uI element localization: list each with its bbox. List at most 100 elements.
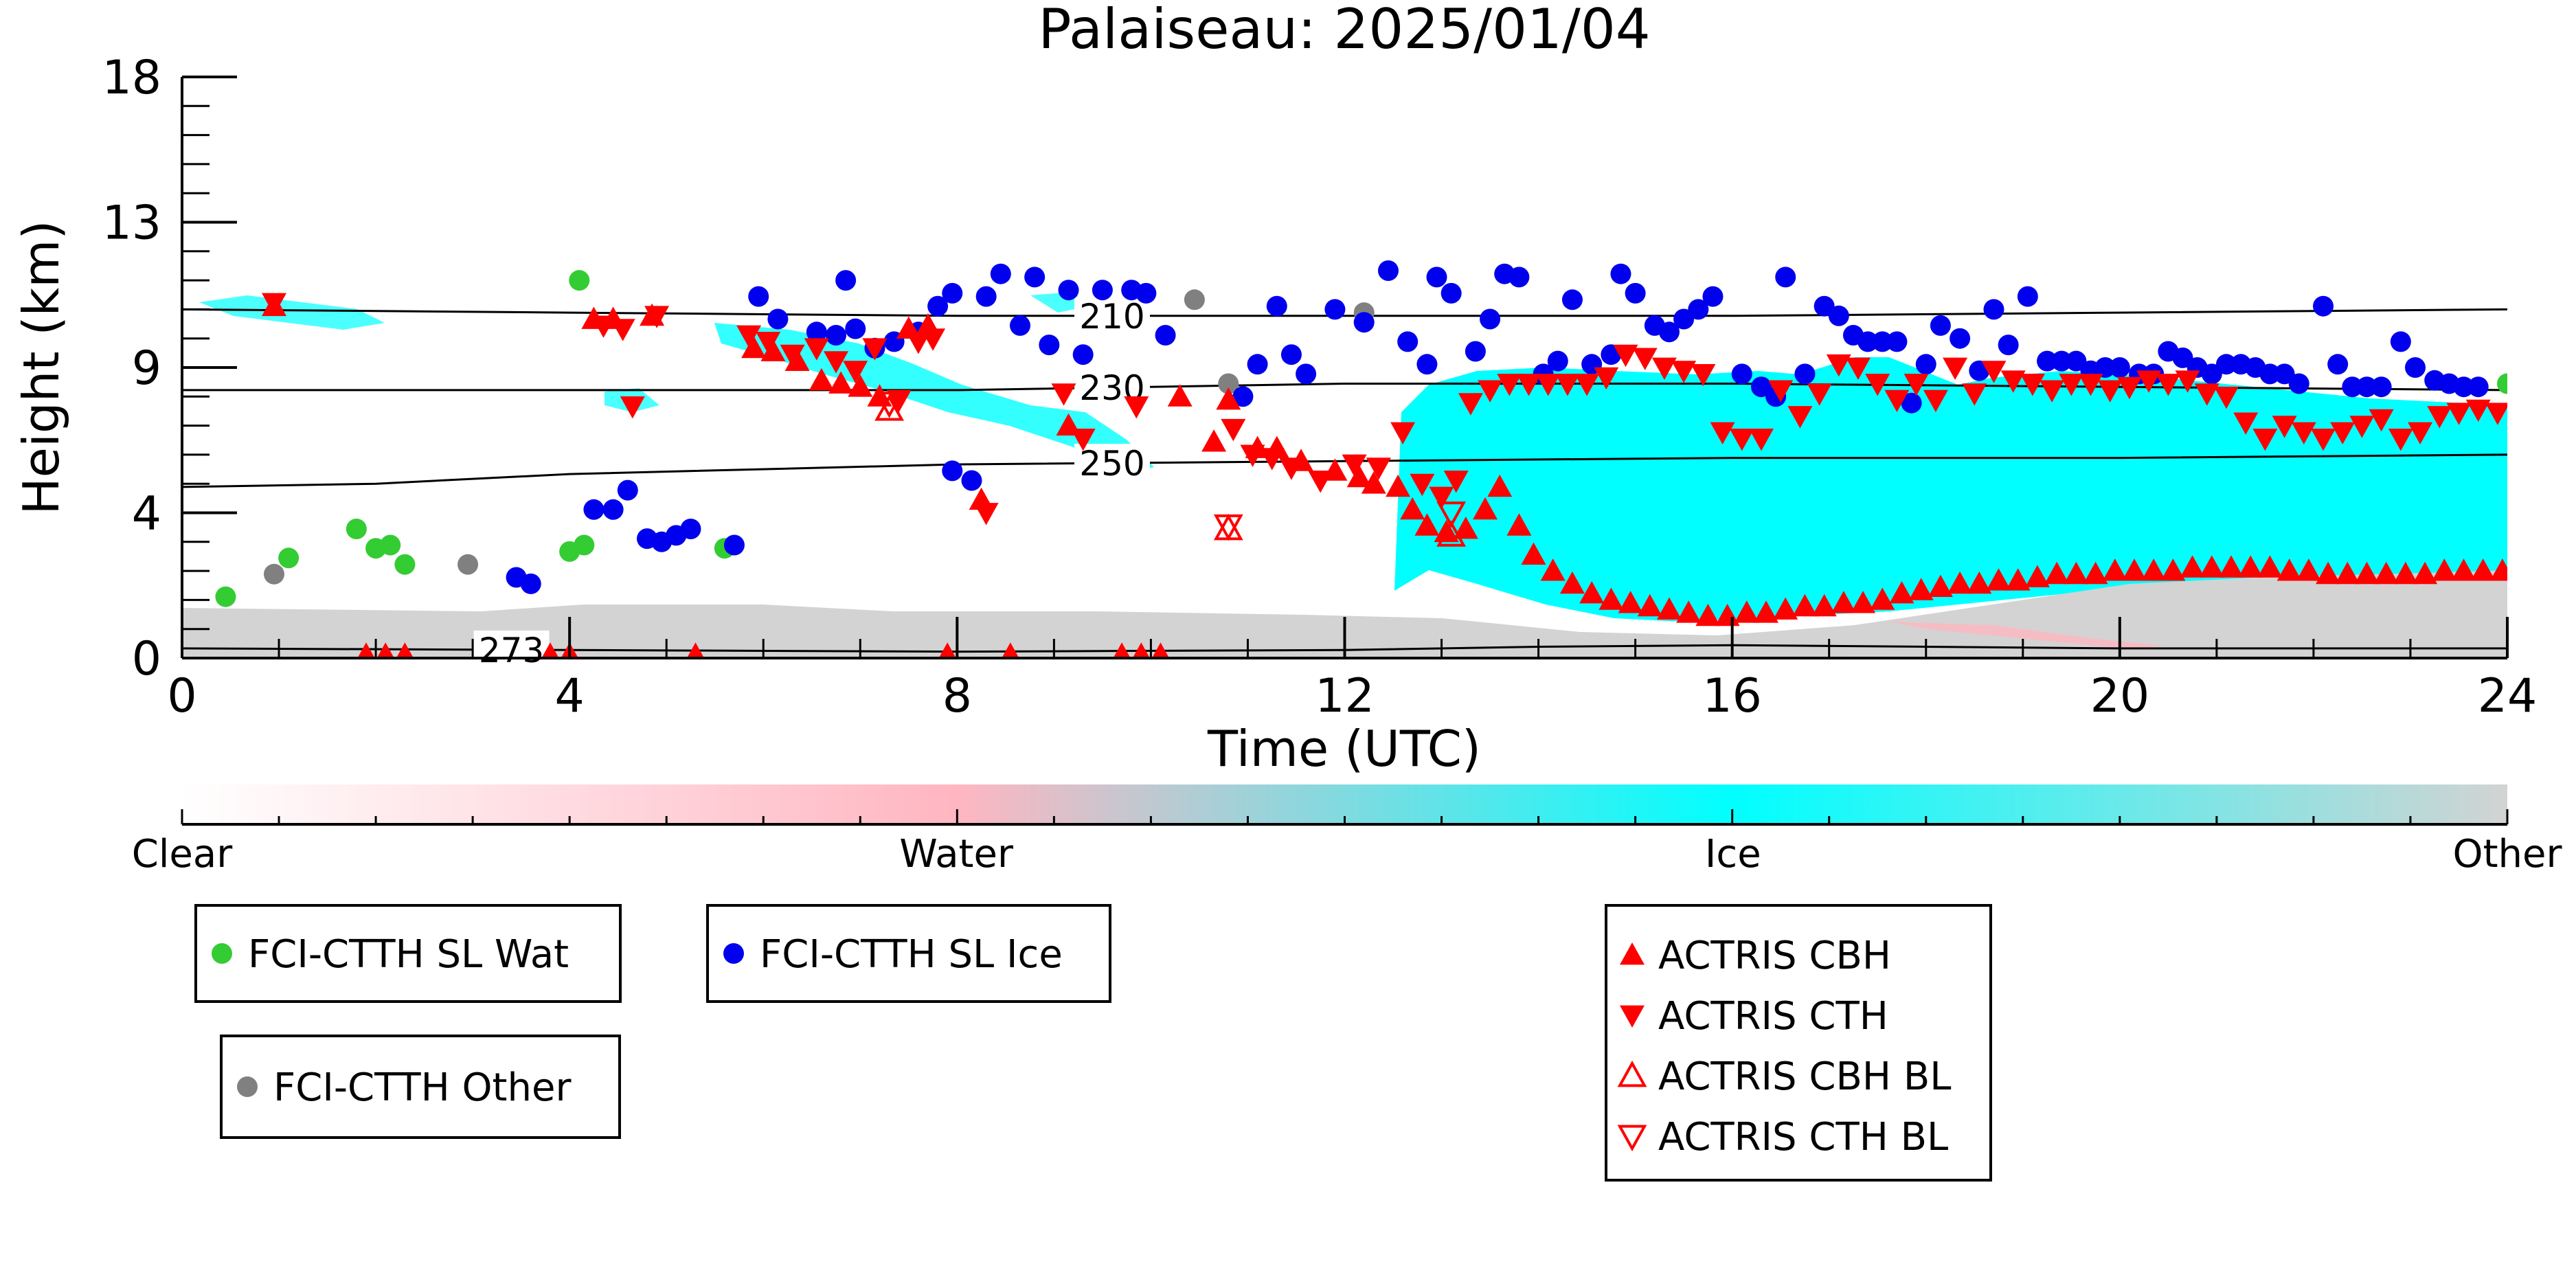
actris-cbh-marker bbox=[396, 642, 414, 658]
ice-cloud-wisps bbox=[199, 292, 1092, 412]
actris-cbh-marker bbox=[1831, 591, 1856, 613]
y-axis-label: Height (km) bbox=[12, 221, 70, 515]
y-tick-label: 0 bbox=[132, 632, 161, 686]
actris-cth-marker bbox=[1342, 454, 1367, 477]
y-tick-label: 9 bbox=[132, 341, 161, 396]
fci-ctth-sl-ice-marker bbox=[748, 286, 769, 307]
actris-cth-marker bbox=[1671, 361, 1697, 383]
actris-cbh-marker bbox=[848, 374, 873, 397]
y-tick-label: 13 bbox=[102, 196, 161, 251]
actris-cbh-marker bbox=[2335, 561, 2360, 585]
actris-cbh-marker bbox=[760, 339, 786, 361]
contour-label: 210 bbox=[1079, 297, 1144, 337]
actris-cth-marker bbox=[1613, 344, 1638, 368]
fci-ctth-sl-ice-marker bbox=[1092, 280, 1113, 301]
actris-cbh-marker bbox=[2432, 558, 2457, 581]
fci-ctth-sl-ice-marker bbox=[2274, 363, 2295, 385]
fci-ctth-sl-ice-marker bbox=[1702, 286, 1724, 307]
actris-cth-marker bbox=[862, 338, 888, 361]
actris-cbh-marker bbox=[2413, 561, 2438, 585]
actris-cth-bl-marker bbox=[1436, 501, 1466, 528]
fci-ctth-sl-ice-marker bbox=[1886, 331, 1908, 352]
actris-cbh-marker bbox=[686, 642, 705, 658]
actris-cth-marker bbox=[2252, 429, 2278, 451]
actris-cbh-marker bbox=[2024, 565, 2050, 587]
fci-ctth-sl-ice-marker bbox=[2467, 376, 2489, 398]
fci-ctth-sl-ice-marker bbox=[1915, 354, 1936, 375]
actris-cbh-bl-marker bbox=[1617, 1060, 1647, 1087]
actris-cth-marker bbox=[1278, 457, 1304, 480]
fci-ctth-sl-ice-marker bbox=[1828, 305, 1849, 326]
actris-cth-marker bbox=[1620, 1005, 1645, 1028]
actris-cbh-marker bbox=[1734, 600, 1759, 623]
actris-cth-marker bbox=[2136, 370, 2162, 393]
fci-ctth-sl-ice-marker bbox=[1058, 280, 1079, 301]
legend-frame bbox=[194, 904, 622, 1003]
actris-cbh-marker bbox=[1637, 594, 1662, 617]
fci-ctth-other-marker bbox=[1218, 373, 1239, 394]
actris-cth-marker bbox=[2311, 429, 2336, 451]
actris-cbh-marker bbox=[376, 642, 394, 658]
ice-cloud-strands bbox=[714, 323, 1154, 474]
actris-cth-marker bbox=[2427, 406, 2452, 429]
actris-cth-marker bbox=[2175, 370, 2200, 393]
fci-ctth-sl-ice-marker bbox=[2066, 350, 2087, 372]
fci-ctth-sl-ice-marker bbox=[2172, 347, 2193, 368]
actris-cth-marker bbox=[1443, 471, 1469, 493]
actris-cth-marker bbox=[2272, 416, 2297, 438]
fci-ctth-sl-ice-marker bbox=[2405, 357, 2426, 378]
fci-ctth-sl-ice-marker bbox=[1440, 282, 1462, 304]
actris-cth-marker bbox=[1903, 374, 1929, 396]
x-tick-label: 20 bbox=[2090, 669, 2150, 723]
fci-ctth-sl-wat-marker bbox=[574, 534, 595, 556]
actris-cth-marker bbox=[2116, 376, 2142, 400]
fci-ctth-sl-ice-marker bbox=[2453, 376, 2474, 398]
fci-ctth-sl-ice-marker bbox=[1901, 392, 1922, 414]
actris-cbh-marker bbox=[1967, 571, 1992, 594]
actris-cth-marker bbox=[2156, 374, 2181, 396]
chart-title: Palaiseau: 2025/01/04 bbox=[1038, 0, 1650, 61]
fci-ctth-sl-wat-marker bbox=[346, 519, 367, 539]
fci-ctth-sl-ice-marker bbox=[1416, 354, 1438, 375]
actris-cth-bl-marker bbox=[1213, 514, 1243, 541]
fci-ctth-sl-ice-marker bbox=[1561, 289, 1583, 310]
actris-cth-marker bbox=[1535, 374, 1561, 396]
legend-label-actris-cth-bl: ACTRIS CTH BL bbox=[1658, 1115, 1948, 1160]
actris-cth-marker bbox=[1574, 374, 1600, 396]
fci-ctth-sl-ice-marker bbox=[2094, 357, 2116, 378]
actris-cbh-bl-marker bbox=[1436, 520, 1466, 547]
y-tick-label: 4 bbox=[132, 487, 161, 541]
actris-cth-marker bbox=[1651, 357, 1677, 380]
actris-cbh-marker bbox=[1216, 387, 1241, 410]
actris-cbh-marker bbox=[1811, 594, 1837, 617]
fci-ctth-sl-ice-marker bbox=[1353, 312, 1375, 333]
legend: FCI-CTTH SL Wat FCI-CTTH SL Ice FCI-CTTH O… bbox=[194, 904, 1992, 1182]
actris-cth-marker bbox=[1555, 374, 1580, 396]
actris-cth-marker bbox=[1962, 383, 1987, 406]
actris-cth-marker bbox=[1240, 444, 1265, 467]
x-tick-label: 24 bbox=[2478, 669, 2538, 723]
fci-ctth-other-marker bbox=[1184, 289, 1205, 310]
fci-ctth-sl-ice-marker bbox=[942, 282, 963, 304]
fci-ctth-sl-ice-marker bbox=[826, 325, 847, 346]
fci-ctth-sl-ice-marker bbox=[1509, 267, 1530, 288]
fci-ctth-sl-wat-marker bbox=[394, 554, 416, 575]
fci-ctth-sl-wat-marker bbox=[215, 586, 236, 607]
actris-cbh-marker bbox=[2064, 561, 2089, 585]
fci-ctth-sl-ice-marker bbox=[2342, 376, 2363, 398]
fci-ctth-sl-ice-marker bbox=[1266, 295, 1287, 317]
fci-ctth-sl-ice-marker bbox=[1625, 282, 1646, 304]
actris-cth-marker bbox=[2040, 380, 2065, 403]
fci-ctth-sl-ice-marker bbox=[1750, 376, 1772, 398]
actris-cth-marker bbox=[736, 325, 762, 348]
actris-cbh-marker bbox=[2354, 561, 2380, 585]
y-tick-label: 18 bbox=[102, 51, 161, 105]
fci-ctth-sl-ice-marker bbox=[1247, 354, 1268, 375]
ice-cloud-region bbox=[1394, 357, 2507, 622]
actris-cth-marker bbox=[1923, 389, 1948, 412]
fci-ctth-sl-ice-marker bbox=[2356, 376, 2377, 398]
actris-cth-marker bbox=[1632, 348, 1658, 370]
actris-cth-marker bbox=[2330, 422, 2355, 444]
contour-line-210 bbox=[182, 308, 2507, 317]
